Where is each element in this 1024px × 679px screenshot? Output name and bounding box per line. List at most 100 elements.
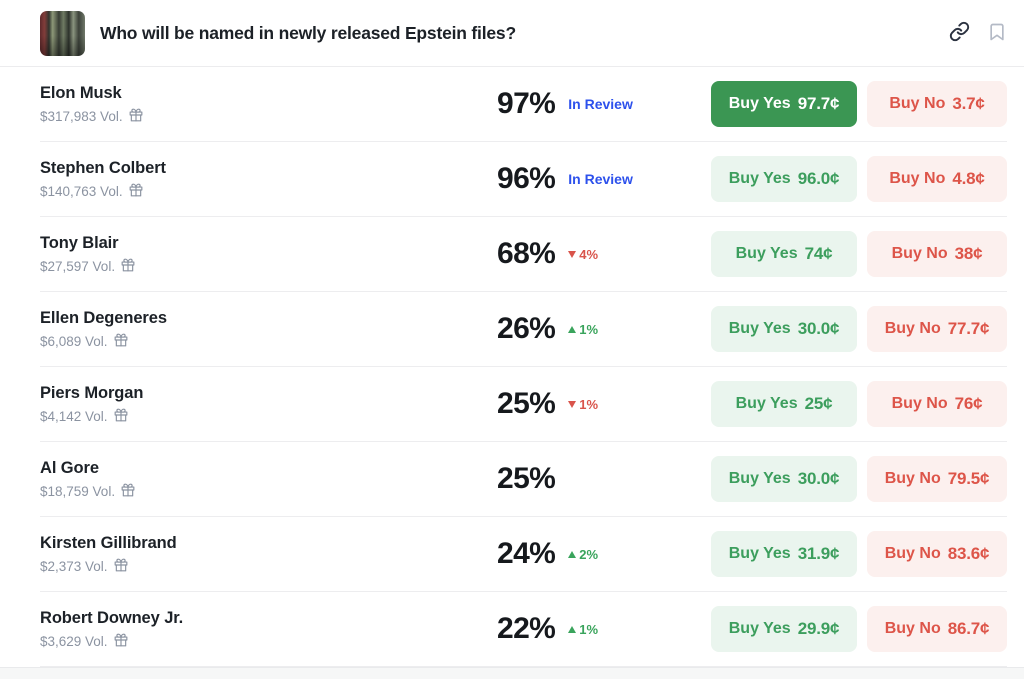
probability-value: 68% <box>497 237 556 271</box>
buy-yes-price: 97.7¢ <box>797 94 840 114</box>
price-change: 1% <box>568 622 598 637</box>
buy-yes-button[interactable]: Buy Yes 30.0¢ <box>711 456 857 503</box>
volume-label: $317,983 Vol. <box>40 108 123 124</box>
trade-buttons: Buy Yes 29.9¢ Buy No 86.7¢ <box>711 606 1007 653</box>
buy-yes-label: Buy Yes <box>735 395 798 413</box>
volume-label: $18,759 Vol. <box>40 483 116 499</box>
buy-yes-button[interactable]: Buy Yes 29.9¢ <box>711 606 857 653</box>
outcome-info: Piers Morgan $4,142 Vol. <box>40 384 497 425</box>
volume-label: $3,629 Vol. <box>40 633 108 649</box>
buy-no-price: 79.5¢ <box>947 469 990 489</box>
buy-yes-label: Buy Yes <box>728 470 791 488</box>
outcome-row[interactable]: Kirsten Gillibrand $2,373 Vol. <box>40 517 1007 593</box>
status-label[interactable]: In Review <box>568 171 633 188</box>
delta-arrow-icon <box>568 625 577 633</box>
market-title: Who will be named in newly released Epst… <box>100 22 516 43</box>
probability-block: 25% 1% <box>497 387 711 421</box>
buy-no-button[interactable]: Buy No 76¢ <box>867 381 1007 428</box>
outcome-volume: $317,983 Vol. <box>40 108 497 125</box>
buy-yes-price: 30.0¢ <box>797 319 840 339</box>
delta-arrow-icon <box>568 250 577 258</box>
buy-no-label: Buy No <box>884 545 941 563</box>
outcome-row[interactable]: Ellen Degeneres $6,089 Vol. <box>40 292 1007 368</box>
trade-buttons: Buy Yes 25¢ Buy No 76¢ <box>711 381 1007 428</box>
outcome-info: Tony Blair $27,597 Vol. <box>40 234 497 275</box>
probability-value: 25% <box>497 462 556 496</box>
trade-buttons: Buy Yes 96.0¢ Buy No 4.8¢ <box>711 156 1007 203</box>
buy-yes-button[interactable]: Buy Yes 31.9¢ <box>711 531 857 578</box>
buy-no-button[interactable]: Buy No 77.7¢ <box>867 306 1007 353</box>
buy-yes-label: Buy Yes <box>728 320 791 338</box>
buy-yes-button[interactable]: Buy Yes 96.0¢ <box>711 156 857 203</box>
probability-block: 97% In Review <box>497 87 711 121</box>
outcome-name: Robert Downey Jr. <box>40 608 184 627</box>
buy-no-label: Buy No <box>891 245 948 263</box>
buy-no-price: 77.7¢ <box>947 319 990 339</box>
delta-arrow-icon <box>568 325 577 333</box>
status-label[interactable]: In Review <box>568 96 633 113</box>
buy-no-button[interactable]: Buy No 79.5¢ <box>867 456 1007 503</box>
buy-yes-button[interactable]: Buy Yes 74¢ <box>711 231 857 278</box>
buy-no-price: 86.7¢ <box>947 619 990 639</box>
outcome-volume: $140,763 Vol. <box>40 183 497 200</box>
outcome-row[interactable]: Robert Downey Jr. $3,629 Vol. <box>40 592 1007 668</box>
outcome-volume: $4,142 Vol. <box>40 408 497 425</box>
buy-yes-label: Buy Yes <box>728 620 791 638</box>
delta-value: 4% <box>579 246 599 262</box>
trade-buttons: Buy Yes 97.7¢ Buy No 3.7¢ <box>711 81 1007 128</box>
gift-icon <box>129 108 143 125</box>
copy-link-button[interactable] <box>949 21 970 45</box>
buy-yes-price: 25¢ <box>804 394 833 414</box>
trade-buttons: Buy Yes 31.9¢ Buy No 83.6¢ <box>711 531 1007 578</box>
outcome-name: Tony Blair <box>40 233 119 252</box>
outcome-volume: $18,759 Vol. <box>40 483 497 500</box>
outcome-row[interactable]: Piers Morgan $4,142 Vol. 25 <box>40 367 1007 443</box>
outcome-name: Piers Morgan <box>40 383 144 402</box>
outcome-name: Al Gore <box>40 458 99 477</box>
buy-yes-price: 96.0¢ <box>797 169 840 189</box>
buy-yes-label: Buy Yes <box>735 245 798 263</box>
probability-value: 97% <box>497 87 556 121</box>
buy-no-button[interactable]: Buy No 3.7¢ <box>867 81 1007 128</box>
buy-no-label: Buy No <box>884 620 941 638</box>
buy-no-button[interactable]: Buy No 4.8¢ <box>867 156 1007 203</box>
buy-no-button[interactable]: Buy No 83.6¢ <box>867 531 1007 578</box>
outcome-volume: $27,597 Vol. <box>40 258 497 275</box>
outcome-volume: $2,373 Vol. <box>40 558 497 575</box>
probability-block: 24% 2% <box>497 537 711 571</box>
buy-no-button[interactable]: Buy No 86.7¢ <box>867 606 1007 653</box>
volume-label: $4,142 Vol. <box>40 408 108 424</box>
buy-yes-button[interactable]: Buy Yes 25¢ <box>711 381 857 428</box>
bookmark-button[interactable] <box>987 22 1007 45</box>
probability-value: 24% <box>497 537 556 571</box>
buy-no-label: Buy No <box>889 95 946 113</box>
buy-yes-price: 31.9¢ <box>797 544 840 564</box>
buy-no-label: Buy No <box>884 320 941 338</box>
delta-arrow-icon <box>568 400 577 408</box>
outcome-name: Elon Musk <box>40 83 122 102</box>
outcome-list: Elon Musk $317,983 Vol. 97% <box>0 67 1024 668</box>
outcome-row[interactable]: Stephen Colbert $140,763 Vol. <box>40 142 1007 218</box>
gift-icon <box>129 183 143 200</box>
probability-block: 25% <box>497 462 711 496</box>
gift-icon <box>114 558 128 575</box>
buy-yes-button[interactable]: Buy Yes 97.7¢ <box>711 81 857 128</box>
probability-block: 96% In Review <box>497 162 711 196</box>
outcome-row[interactable]: Al Gore $18,759 Vol. 25% <box>40 442 1007 518</box>
delta-value: 2% <box>579 546 599 562</box>
buy-no-label: Buy No <box>889 170 946 188</box>
outcome-volume: $3,629 Vol. <box>40 633 497 650</box>
outcome-info: Al Gore $18,759 Vol. <box>40 459 497 500</box>
price-change: 1% <box>568 322 598 337</box>
buy-yes-button[interactable]: Buy Yes 30.0¢ <box>711 306 857 353</box>
buy-no-label: Buy No <box>891 395 948 413</box>
outcome-row[interactable]: Elon Musk $317,983 Vol. 97% <box>40 67 1007 143</box>
outcome-info: Elon Musk $317,983 Vol. <box>40 84 497 125</box>
probability-block: 26% 1% <box>497 312 711 346</box>
probability-value: 25% <box>497 387 556 421</box>
buy-no-button[interactable]: Buy No 38¢ <box>867 231 1007 278</box>
bookmark-icon <box>987 22 1007 45</box>
outcome-name: Ellen Degeneres <box>40 308 167 327</box>
outcome-row[interactable]: Tony Blair $27,597 Vol. 68% <box>40 217 1007 293</box>
